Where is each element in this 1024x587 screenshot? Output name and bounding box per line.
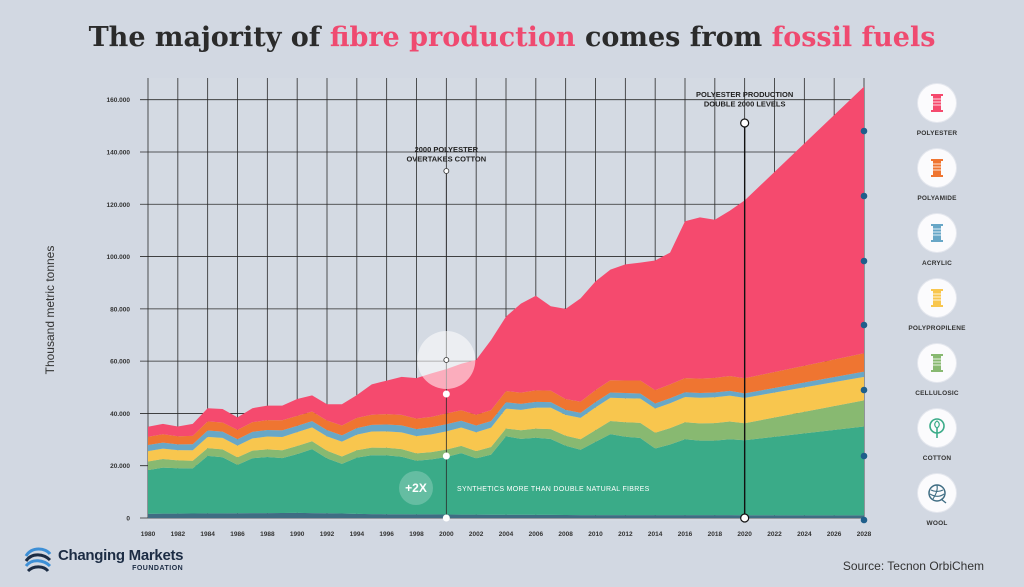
wool-ball-icon (918, 474, 956, 512)
marker-2000-base (442, 514, 450, 522)
x-tick-label: 1998 (409, 531, 424, 538)
cotton-plant-icon (918, 409, 956, 447)
x-tick-label: 1984 (200, 531, 215, 538)
y-tick-label: 160.000 (107, 97, 131, 104)
legend-item-cotton: COTTON (904, 409, 970, 462)
legend-dot (860, 127, 868, 135)
polyamide-spool-icon (918, 149, 956, 187)
marker-2000-synth (442, 390, 450, 398)
x-tick-label: 2020 (737, 531, 752, 538)
legend-label: WOOL (926, 520, 948, 527)
legend-item-acrylic: ACRYLIC (904, 214, 970, 267)
annotation-2020: POLYESTER PRODUCTION DOUBLE 2000 LEVELS (696, 90, 793, 109)
legend-label: CELLULOSIC (915, 390, 959, 397)
x-tick-label: 1992 (320, 531, 335, 538)
marker-2020-base (740, 513, 750, 523)
legend-dot (860, 516, 868, 524)
cellulosic-spool-icon (918, 344, 956, 382)
logo-name: Changing Markets (58, 547, 184, 564)
x-tick-label: 2022 (767, 531, 782, 538)
title-highlight-fibre: fibre production (329, 22, 576, 53)
acrylic-spool-icon (918, 214, 956, 252)
polypropylene-spool-icon (918, 279, 956, 317)
x-tick-label: 2008 (558, 531, 573, 538)
y-tick-label: 20.000 (110, 463, 130, 470)
x-tick-label: 1980 (141, 531, 156, 538)
marker-2000-natural (442, 452, 450, 460)
legend-dot (860, 386, 868, 394)
y-tick-label: 0 (126, 516, 130, 523)
x-tick-label: 2004 (499, 531, 514, 538)
title-part2: comes from (575, 22, 772, 53)
x-tick-label: 1986 (230, 531, 245, 538)
annotations: 2000 POLYESTER OVERTAKES COTTON POLYESTER … (399, 90, 793, 523)
x-tick-label: 2014 (648, 531, 663, 538)
legend-dot (860, 192, 868, 200)
x-tick-label: 2006 (529, 531, 544, 538)
badge-2x: +2X (405, 481, 427, 495)
area-cotton (148, 426, 864, 516)
badge-circle (399, 471, 433, 505)
area-acrylic (148, 371, 864, 452)
logo: Changing Markets FOUNDATION (22, 544, 184, 576)
legend-item-polyamide: POLYAMIDE (904, 149, 970, 202)
marker-2000-top (443, 168, 450, 174)
source-note: Source: Tecnon OrbiChem (842, 559, 984, 573)
x-tick-label: 2026 (827, 531, 842, 538)
legend-dot (860, 452, 868, 460)
area-polyamide (148, 353, 864, 446)
changing-markets-swirl-icon (24, 547, 52, 573)
legend-dot (860, 321, 868, 329)
annotation-2000: 2000 POLYESTER OVERTAKES COTTON (406, 145, 486, 164)
x-tick-label: 2028 (857, 531, 872, 538)
areas (148, 86, 864, 518)
area-cellulosic (148, 400, 864, 471)
x-tick-label: 2012 (618, 531, 633, 538)
chart-title: The majority of fibre production comes f… (0, 22, 1024, 53)
y-tick-label: 140.000 (107, 149, 131, 156)
x-tick-label: 1994 (350, 531, 365, 538)
legend-item-polyester: POLYESTER (904, 84, 970, 137)
legend-item-cellulosic: CELLULOSIC (904, 344, 970, 397)
area-polypropylene (148, 376, 864, 462)
x-tick-label: 2016 (678, 531, 693, 538)
x-tick-label: 2024 (797, 531, 812, 538)
title-part1: The majority of (88, 22, 330, 53)
x-tick-label: 1988 (260, 531, 275, 538)
synthetics-note: SYNTHETICS MORE THAN DOUBLE NATURAL FIBR… (457, 486, 650, 493)
legend-label: COTTON (922, 455, 952, 462)
x-tick-label: 2002 (469, 531, 484, 538)
logo-subtitle: FOUNDATION (132, 565, 184, 572)
y-tick-label: 120.000 (107, 202, 131, 209)
y-tick-label: 80.000 (110, 306, 130, 313)
ticks: 1980 1982 1984 1986 1988 1990 1992 1994 1996 1998… (107, 97, 872, 538)
y-tick-label: 100.000 (107, 254, 131, 261)
legend-dots (860, 127, 868, 524)
legend-dot (860, 257, 868, 265)
area-wool (148, 512, 864, 518)
marker-2000-overtake (443, 357, 450, 363)
x-tick-label: 2000 (439, 531, 454, 538)
polyester-spool-icon (918, 84, 956, 122)
marker-2020-top (740, 118, 750, 128)
x-tick-label: 1982 (171, 531, 186, 538)
x-tick-label: 1990 (290, 531, 305, 538)
x-tick-label: 2010 (588, 531, 603, 538)
y-tick-label: 60.000 (110, 359, 130, 366)
title-highlight-fossil: fossil fuels (771, 22, 936, 53)
legend-label: POLYPROPILENE (908, 325, 966, 332)
legend-label: POLYESTER (916, 130, 958, 137)
y-tick-label: 40.000 (110, 411, 130, 418)
x-tick-label: 1996 (379, 531, 394, 538)
legend-label: ACRYLIC (921, 260, 953, 267)
legend-label: POLYAMIDE (917, 195, 957, 202)
legend-item-wool: WOOL (904, 474, 970, 527)
area-polyester (148, 86, 864, 437)
legend-item-polypropylene: POLYPROPILENE (904, 279, 970, 332)
x-tick-label: 2018 (708, 531, 723, 538)
